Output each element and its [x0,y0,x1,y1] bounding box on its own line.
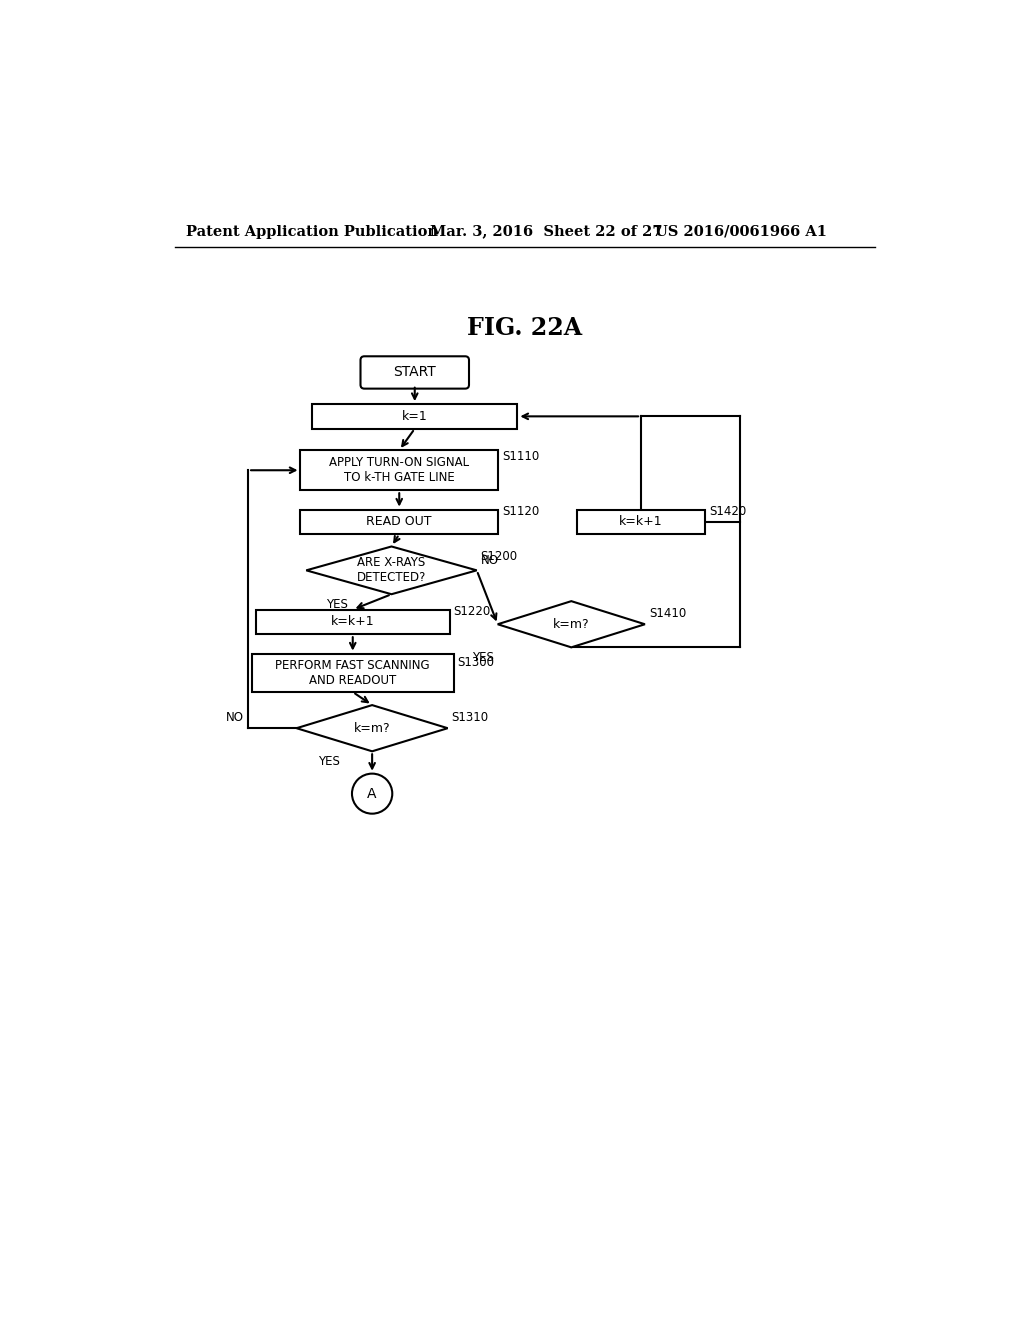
Text: S1420: S1420 [709,506,746,517]
Text: S1200: S1200 [480,549,518,562]
Text: READ OUT: READ OUT [367,515,432,528]
Text: START: START [393,366,436,379]
Text: k=k+1: k=k+1 [620,515,663,528]
Polygon shape [297,705,447,751]
Text: A: A [368,787,377,801]
Bar [300,450,498,490]
Bar [300,510,498,535]
Text: k=m?: k=m? [553,618,590,631]
Text: S1310: S1310 [452,711,488,725]
Bar [252,653,454,692]
Polygon shape [306,546,477,594]
Text: NO: NO [480,553,499,566]
Text: PERFORM FAST SCANNING
AND READOUT: PERFORM FAST SCANNING AND READOUT [275,659,430,686]
Circle shape [352,774,392,813]
Text: k=1: k=1 [401,409,428,422]
Text: FIG. 22A: FIG. 22A [467,315,583,339]
Text: Mar. 3, 2016  Sheet 22 of 27: Mar. 3, 2016 Sheet 22 of 27 [430,224,663,239]
Text: YES: YES [317,755,340,768]
Text: ARE X-RAYS
DETECTED?: ARE X-RAYS DETECTED? [356,556,426,585]
Text: YES: YES [326,598,347,611]
Bar [312,404,517,429]
Text: S1110: S1110 [502,450,540,462]
Text: APPLY TURN-ON SIGNAL
TO k-TH GATE LINE: APPLY TURN-ON SIGNAL TO k-TH GATE LINE [329,457,469,484]
Text: S1410: S1410 [649,607,686,620]
Text: k=k+1: k=k+1 [331,615,375,628]
Text: S1300: S1300 [458,656,495,669]
Text: NO: NO [226,711,245,725]
Text: S1120: S1120 [502,506,540,517]
Text: k=m?: k=m? [354,722,390,735]
Text: YES: YES [472,651,494,664]
Text: S1220: S1220 [454,605,490,618]
Bar [578,510,705,535]
FancyBboxPatch shape [360,356,469,388]
Text: Patent Application Publication: Patent Application Publication [186,224,438,239]
Text: US 2016/0061966 A1: US 2016/0061966 A1 [655,224,827,239]
Bar [256,610,450,635]
Polygon shape [498,601,645,647]
